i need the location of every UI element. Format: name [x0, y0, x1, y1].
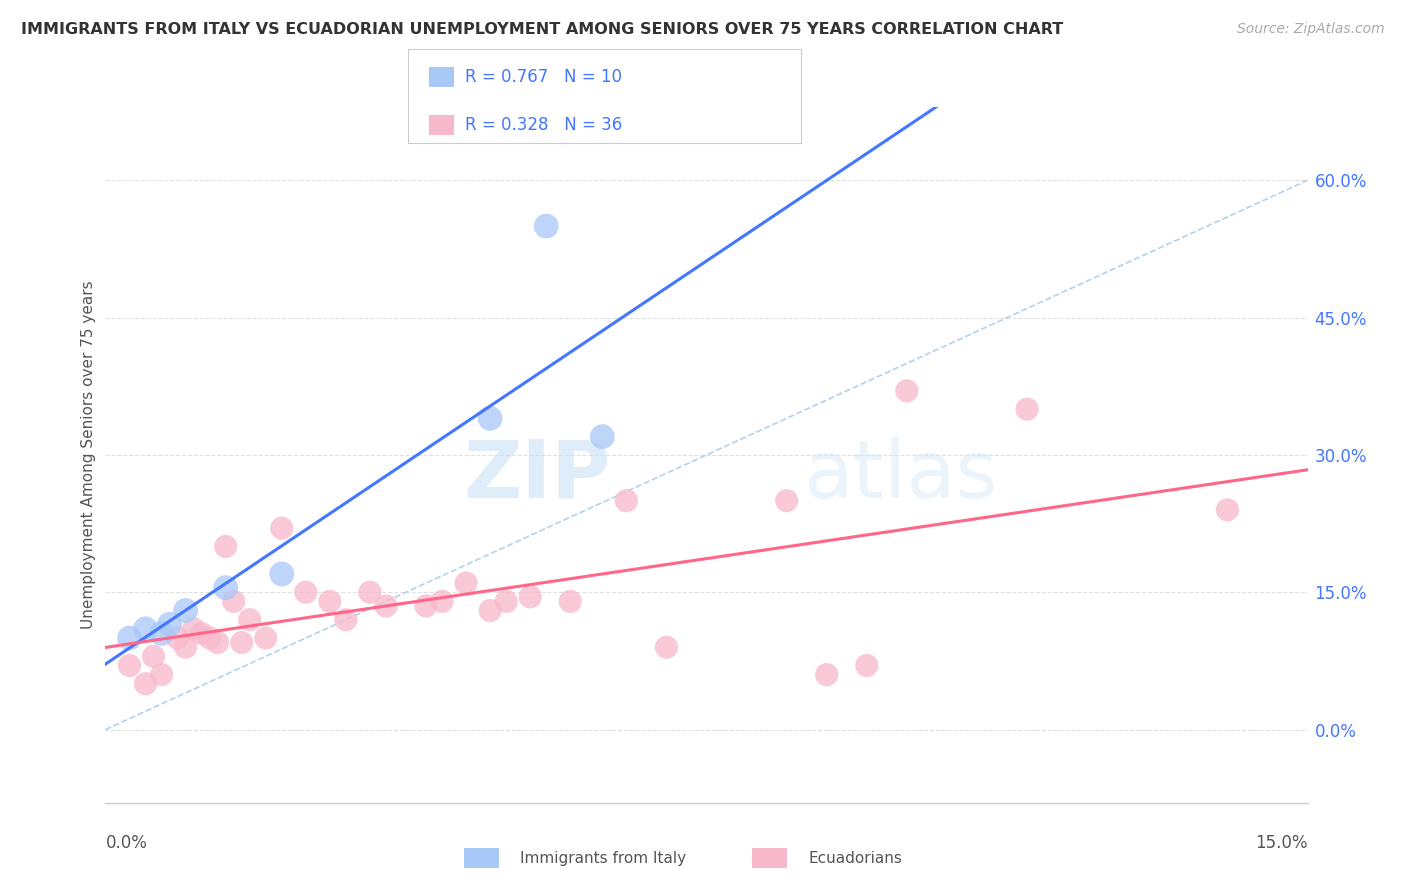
Point	[534, 219, 557, 233]
Point	[166, 631, 188, 645]
Point	[456, 576, 478, 591]
Point	[430, 594, 453, 608]
Text: Immigrants from Italy: Immigrants from Italy	[520, 851, 686, 865]
Point	[855, 658, 877, 673]
Point	[655, 640, 678, 655]
Point	[118, 658, 141, 673]
Point	[183, 622, 205, 636]
Point	[1216, 503, 1239, 517]
Text: R = 0.328   N = 36: R = 0.328 N = 36	[465, 116, 623, 134]
Point	[560, 594, 582, 608]
Point	[135, 677, 157, 691]
Point	[270, 566, 292, 581]
Text: 0.0%: 0.0%	[105, 834, 148, 852]
Point	[815, 667, 838, 681]
Text: Ecuadorians: Ecuadorians	[808, 851, 903, 865]
Point	[254, 631, 277, 645]
Point	[495, 594, 517, 608]
Point	[359, 585, 381, 599]
Point	[335, 613, 357, 627]
Point	[118, 631, 141, 645]
Point	[159, 617, 181, 632]
Point	[479, 411, 502, 425]
Point	[214, 540, 236, 554]
Point	[319, 594, 342, 608]
Point	[591, 429, 613, 443]
Point	[616, 493, 638, 508]
Point	[479, 603, 502, 617]
Text: R = 0.767   N = 10: R = 0.767 N = 10	[465, 68, 623, 86]
Point	[214, 581, 236, 595]
Text: atlas: atlas	[803, 437, 997, 515]
Point	[776, 493, 799, 508]
Point	[174, 640, 197, 655]
Point	[374, 599, 398, 613]
Point	[231, 635, 253, 649]
Point	[142, 649, 165, 664]
Point	[135, 622, 157, 636]
Text: IMMIGRANTS FROM ITALY VS ECUADORIAN UNEMPLOYMENT AMONG SENIORS OVER 75 YEARS COR: IMMIGRANTS FROM ITALY VS ECUADORIAN UNEM…	[21, 22, 1063, 37]
Text: ZIP: ZIP	[463, 437, 610, 515]
Point	[190, 626, 212, 640]
Point	[896, 384, 918, 398]
Point	[239, 613, 262, 627]
Point	[198, 631, 221, 645]
Y-axis label: Unemployment Among Seniors over 75 years: Unemployment Among Seniors over 75 years	[82, 281, 96, 629]
Point	[1015, 402, 1038, 417]
Point	[295, 585, 318, 599]
Point	[150, 667, 173, 681]
Point	[207, 635, 229, 649]
Text: 15.0%: 15.0%	[1256, 834, 1308, 852]
Text: Source: ZipAtlas.com: Source: ZipAtlas.com	[1237, 22, 1385, 37]
Point	[222, 594, 245, 608]
Point	[150, 626, 173, 640]
Point	[415, 599, 437, 613]
Point	[174, 603, 197, 617]
Point	[270, 521, 292, 535]
Point	[519, 590, 541, 604]
